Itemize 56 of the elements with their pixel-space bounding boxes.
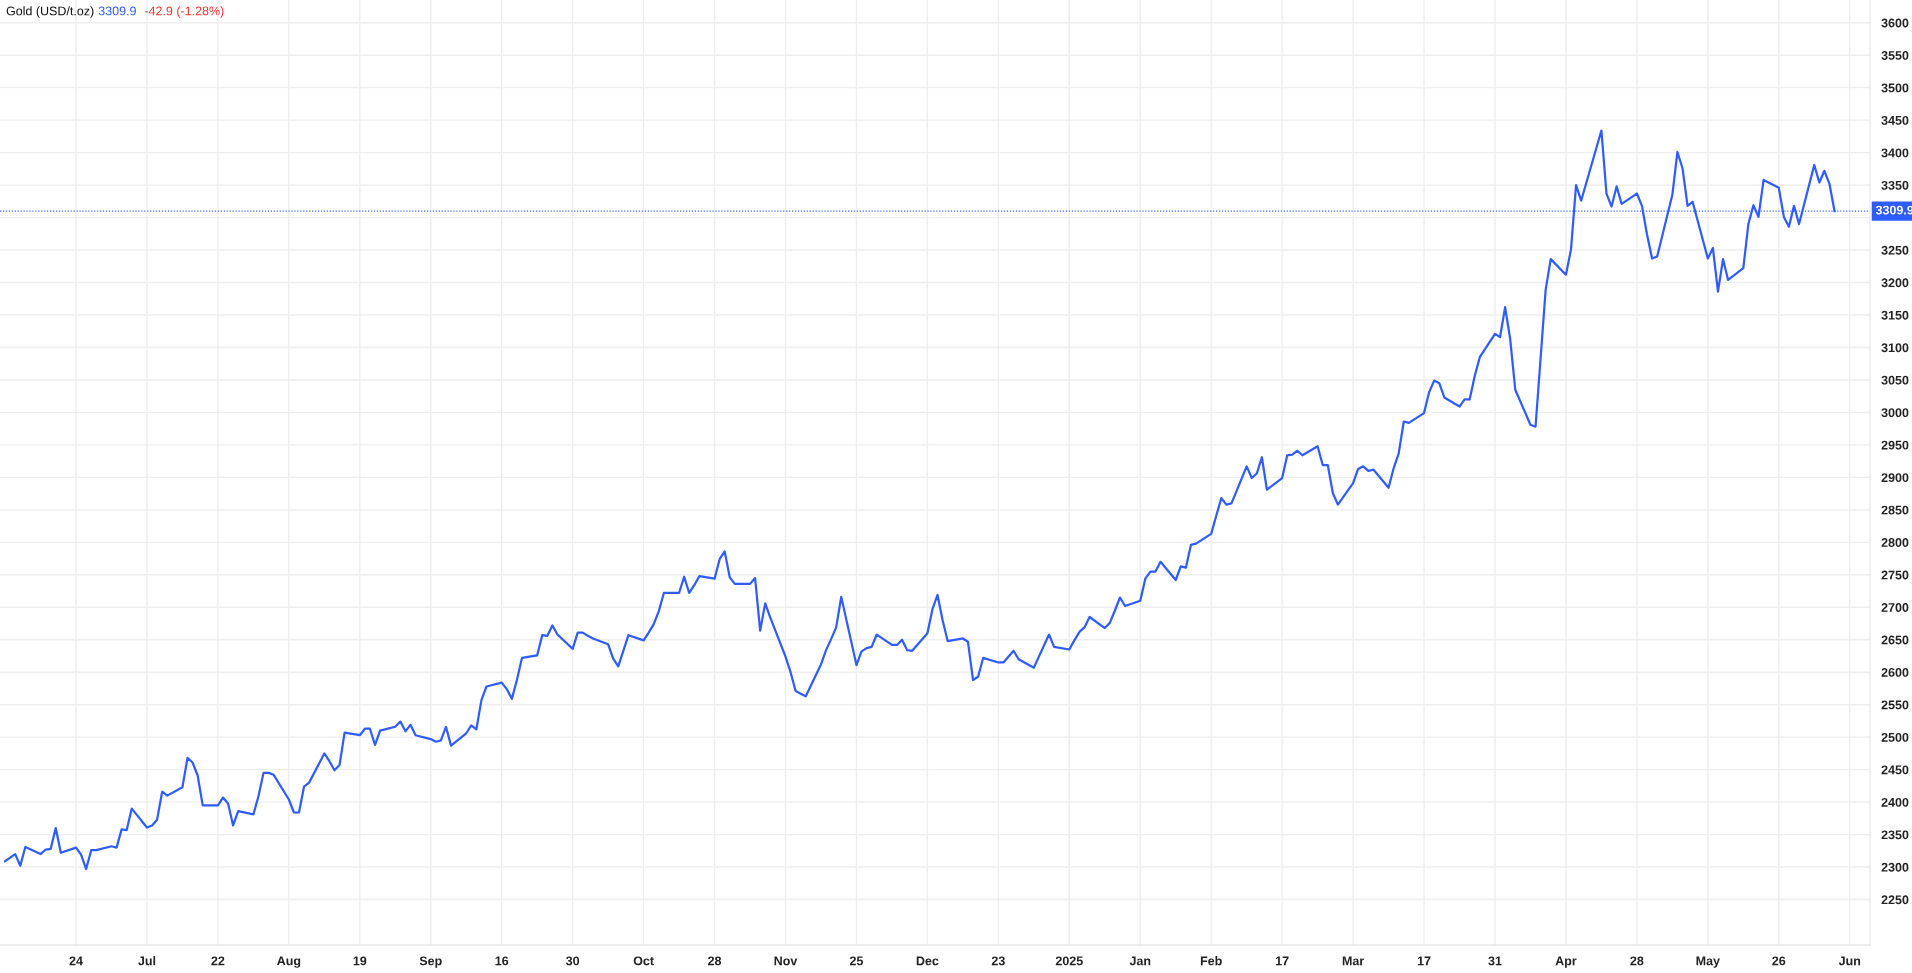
x-tick-label: 23 — [991, 956, 1005, 966]
x-tick-label: 17 — [1275, 956, 1289, 966]
x-tick-label: 22 — [211, 956, 225, 966]
chart-title: Gold (USD/t.oz) — [6, 6, 94, 18]
x-tick-label: 16 — [495, 956, 509, 966]
y-tick-label: 3150 — [1881, 310, 1909, 320]
y-tick-label: 3400 — [1881, 148, 1909, 158]
x-tick-label: Apr — [1555, 956, 1577, 968]
y-tick-label: 2550 — [1881, 700, 1909, 710]
x-tick-label: 25 — [849, 956, 864, 966]
y-tick-label: 3000 — [1881, 408, 1909, 418]
y-tick-label: 2800 — [1881, 538, 1909, 547]
y-tick-label: 3200 — [1881, 278, 1909, 288]
x-tick-label: 30 — [565, 956, 580, 966]
x-tick-label: Dec — [916, 956, 939, 966]
x-tick-label: Feb — [1200, 956, 1222, 966]
annotation: 3309.9 — [98, 6, 136, 16]
x-tick-label: 28 — [1630, 956, 1644, 966]
x-tick-label: 2025 — [1055, 956, 1083, 966]
x-tick-label: Jan — [1129, 956, 1151, 966]
y-tick-label: 3100 — [1881, 343, 1909, 353]
y-tick-label: 2350 — [1881, 830, 1909, 840]
y-tick-label: 2500 — [1881, 732, 1909, 742]
y-tick-label: 3350 — [1881, 180, 1909, 190]
x-tick-label: Jul — [138, 956, 156, 966]
x-tick-label: Mar — [1342, 956, 1365, 966]
y-tick-label: 2700 — [1881, 603, 1909, 612]
y-tick-label: 2850 — [1881, 505, 1909, 515]
x-tick-label: Aug — [277, 956, 301, 968]
x-tick-label: 17 — [1417, 956, 1431, 966]
y-tick-label: 3450 — [1881, 115, 1909, 125]
y-tick-label: 2300 — [1881, 862, 1909, 872]
annotation: -42.9 (-1.28%) — [144, 6, 224, 18]
y-tick-label: 3600 — [1881, 18, 1909, 28]
x-tick-label: Jun — [1838, 956, 1861, 966]
x-tick-label: 26 — [1772, 956, 1786, 966]
y-tick-label: 2400 — [1881, 797, 1909, 807]
y-tick-label: 2900 — [1881, 473, 1909, 483]
y-tick-label: 2950 — [1881, 440, 1909, 450]
y-tick-label: 2650 — [1881, 635, 1909, 645]
y-tick-label: 2750 — [1881, 570, 1909, 580]
x-tick-label: 19 — [353, 956, 367, 966]
x-tick-label: 31 — [1488, 956, 1502, 966]
y-tick-label: 3550 — [1881, 51, 1909, 60]
y-tick-label: 3250 — [1881, 245, 1909, 255]
x-tick-label: 24 — [69, 956, 83, 966]
y-tick-label: 2450 — [1881, 765, 1909, 775]
x-tick-label: Sep — [419, 956, 442, 968]
x-tick-label: May — [1696, 956, 1720, 968]
y-tick-label: 3500 — [1881, 83, 1909, 93]
y-tick-label: 3050 — [1881, 375, 1909, 385]
x-tick-label: Nov — [774, 956, 798, 966]
x-tick-label: Oct — [633, 956, 654, 966]
y-tick-label: 2250 — [1881, 895, 1909, 905]
x-tick-label: 28 — [708, 956, 722, 966]
y-tick-label: 2600 — [1881, 668, 1909, 677]
